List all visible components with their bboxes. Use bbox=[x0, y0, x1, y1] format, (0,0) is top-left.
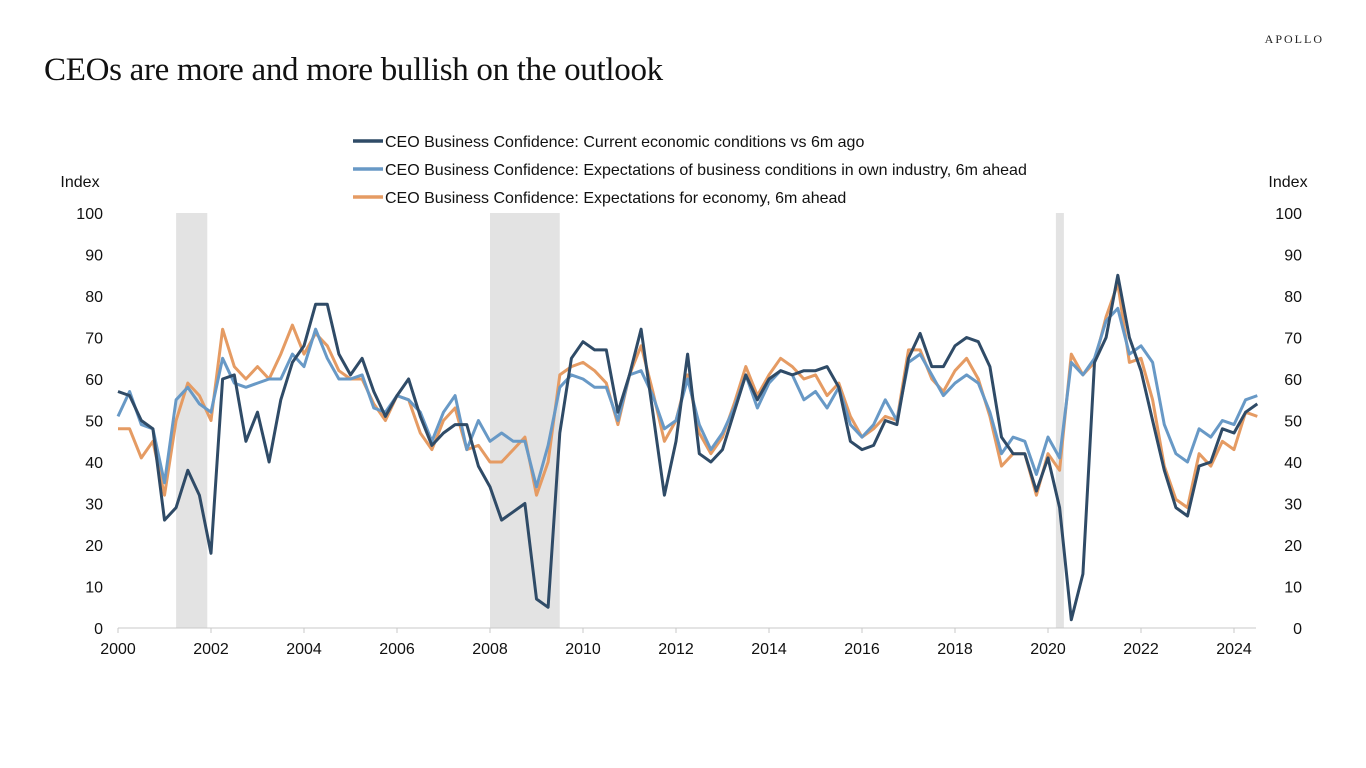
y-tick-label-right: 80 bbox=[1284, 289, 1302, 306]
y-tick-label-left: 0 bbox=[94, 621, 103, 638]
x-tick-label: 2000 bbox=[100, 641, 136, 658]
recession-band bbox=[176, 213, 208, 628]
series-line-3 bbox=[118, 282, 1258, 510]
x-tick-label: 2006 bbox=[379, 641, 415, 658]
x-tick-label: 2002 bbox=[193, 641, 229, 658]
y-axis-right: 0 10 20 30 40 50 60 70 80 90 100 bbox=[1275, 206, 1302, 638]
y-axis-left: 0 10 20 30 40 50 60 70 80 90 100 bbox=[76, 206, 103, 638]
y-axis-left-label: Index bbox=[60, 174, 99, 191]
y-tick-label-right: 40 bbox=[1284, 455, 1302, 472]
legend: CEO Business Confidence: Current economi… bbox=[353, 134, 1027, 207]
x-axis: 2000 2002 2004 2006 2008 2010 2012 2014 2016 2018… bbox=[100, 628, 1252, 658]
y-tick-label-left: 90 bbox=[85, 248, 103, 265]
x-tick-label: 2010 bbox=[565, 641, 601, 658]
y-tick-label-left: 40 bbox=[85, 455, 103, 472]
y-tick-label-right: 20 bbox=[1284, 538, 1302, 555]
legend-label: CEO Business Confidence: Expectations of… bbox=[385, 162, 1027, 179]
x-tick-label: 2016 bbox=[844, 641, 880, 658]
y-tick-label-left: 100 bbox=[76, 206, 103, 223]
y-tick-label-left: 50 bbox=[85, 414, 103, 431]
y-tick-label-left: 30 bbox=[85, 497, 103, 514]
y-axis-right-label: Index bbox=[1268, 174, 1307, 191]
legend-label: CEO Business Confidence: Current economi… bbox=[385, 134, 864, 151]
series-lines bbox=[116, 273, 1259, 622]
series-line-2 bbox=[116, 306, 1258, 489]
y-tick-label-right: 70 bbox=[1284, 331, 1302, 348]
brand-logo: APOLLO bbox=[1264, 32, 1324, 46]
recession-band bbox=[1055, 213, 1064, 628]
y-tick-label-left: 70 bbox=[85, 331, 103, 348]
y-tick-label-right: 0 bbox=[1293, 621, 1302, 638]
y-tick-label-right: 50 bbox=[1284, 414, 1302, 431]
y-tick-label-right: 90 bbox=[1284, 248, 1302, 265]
x-tick-label: 2012 bbox=[658, 641, 694, 658]
y-tick-label-right: 100 bbox=[1275, 206, 1302, 223]
x-tick-label: 2020 bbox=[1030, 641, 1066, 658]
series-line-1 bbox=[117, 273, 1259, 622]
x-tick-label: 2024 bbox=[1216, 641, 1252, 658]
y-tick-label-left: 20 bbox=[85, 538, 103, 555]
y-tick-label-right: 10 bbox=[1284, 580, 1302, 597]
x-tick-label: 2014 bbox=[751, 641, 787, 658]
x-tick-label: 2008 bbox=[472, 641, 508, 658]
recession-band bbox=[490, 213, 560, 628]
x-tick-label: 2018 bbox=[937, 641, 973, 658]
y-tick-label-left: 60 bbox=[85, 372, 103, 389]
recession-shading bbox=[176, 213, 1064, 628]
legend-label: CEO Business Confidence: Expectations fo… bbox=[385, 190, 846, 207]
y-tick-label-right: 30 bbox=[1284, 497, 1302, 514]
y-tick-label-left: 10 bbox=[85, 580, 103, 597]
x-tick-label: 2022 bbox=[1123, 641, 1159, 658]
y-tick-label-right: 60 bbox=[1284, 372, 1302, 389]
x-tick-label: 2004 bbox=[286, 641, 322, 658]
y-tick-label-left: 80 bbox=[85, 289, 103, 306]
page-title: CEOs are more and more bullish on the ou… bbox=[44, 52, 663, 88]
